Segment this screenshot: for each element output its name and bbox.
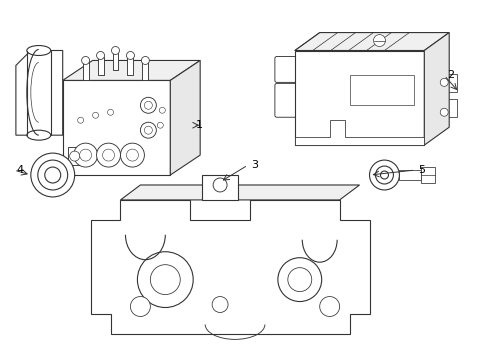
Circle shape <box>74 143 98 167</box>
FancyBboxPatch shape <box>274 84 296 117</box>
Circle shape <box>111 46 119 54</box>
Circle shape <box>69 151 80 161</box>
Polygon shape <box>67 147 82 165</box>
Circle shape <box>439 78 447 86</box>
Circle shape <box>130 297 150 316</box>
Bar <box>421 167 434 183</box>
Polygon shape <box>16 50 62 135</box>
Circle shape <box>439 108 447 116</box>
Ellipse shape <box>31 153 75 197</box>
Circle shape <box>140 97 156 113</box>
Bar <box>127 58 133 75</box>
Circle shape <box>92 112 99 118</box>
Circle shape <box>107 109 113 115</box>
Polygon shape <box>294 32 448 50</box>
Polygon shape <box>424 32 448 145</box>
Circle shape <box>213 178 226 192</box>
Bar <box>399 170 421 180</box>
Circle shape <box>78 117 83 123</box>
Circle shape <box>81 57 89 64</box>
Circle shape <box>277 258 321 302</box>
Bar <box>142 62 148 80</box>
Ellipse shape <box>45 167 61 183</box>
Polygon shape <box>294 50 424 145</box>
Circle shape <box>144 101 152 109</box>
Circle shape <box>373 35 385 46</box>
Polygon shape <box>90 200 369 334</box>
Circle shape <box>319 297 339 316</box>
Bar <box>98 58 103 75</box>
Circle shape <box>287 268 311 292</box>
Circle shape <box>144 126 152 134</box>
Circle shape <box>212 297 227 312</box>
Circle shape <box>126 51 134 59</box>
Text: 3: 3 <box>250 160 258 170</box>
Circle shape <box>96 143 120 167</box>
Bar <box>82 62 88 80</box>
FancyBboxPatch shape <box>274 57 296 82</box>
Ellipse shape <box>375 166 393 184</box>
Bar <box>447 99 456 117</box>
Polygon shape <box>62 80 170 175</box>
Text: 5: 5 <box>417 165 425 175</box>
Polygon shape <box>170 60 200 175</box>
Text: 1: 1 <box>196 120 203 130</box>
Polygon shape <box>202 175 238 200</box>
Circle shape <box>140 122 156 138</box>
Ellipse shape <box>27 45 51 55</box>
Bar <box>112 53 118 71</box>
Circle shape <box>141 57 149 64</box>
Circle shape <box>150 265 180 294</box>
Polygon shape <box>62 60 200 80</box>
Circle shape <box>157 122 163 128</box>
Ellipse shape <box>369 160 399 190</box>
Circle shape <box>126 149 138 161</box>
Circle shape <box>120 143 144 167</box>
Circle shape <box>96 51 104 59</box>
Text: 4: 4 <box>17 165 24 175</box>
Ellipse shape <box>38 160 67 190</box>
Bar <box>349 75 413 105</box>
Ellipse shape <box>27 130 51 140</box>
Polygon shape <box>294 120 424 145</box>
Circle shape <box>159 107 165 113</box>
Circle shape <box>80 149 91 161</box>
Text: 2: 2 <box>447 71 453 80</box>
Polygon shape <box>120 185 359 200</box>
Circle shape <box>102 149 114 161</box>
Circle shape <box>137 252 193 307</box>
Ellipse shape <box>380 171 387 179</box>
Bar <box>447 75 456 92</box>
